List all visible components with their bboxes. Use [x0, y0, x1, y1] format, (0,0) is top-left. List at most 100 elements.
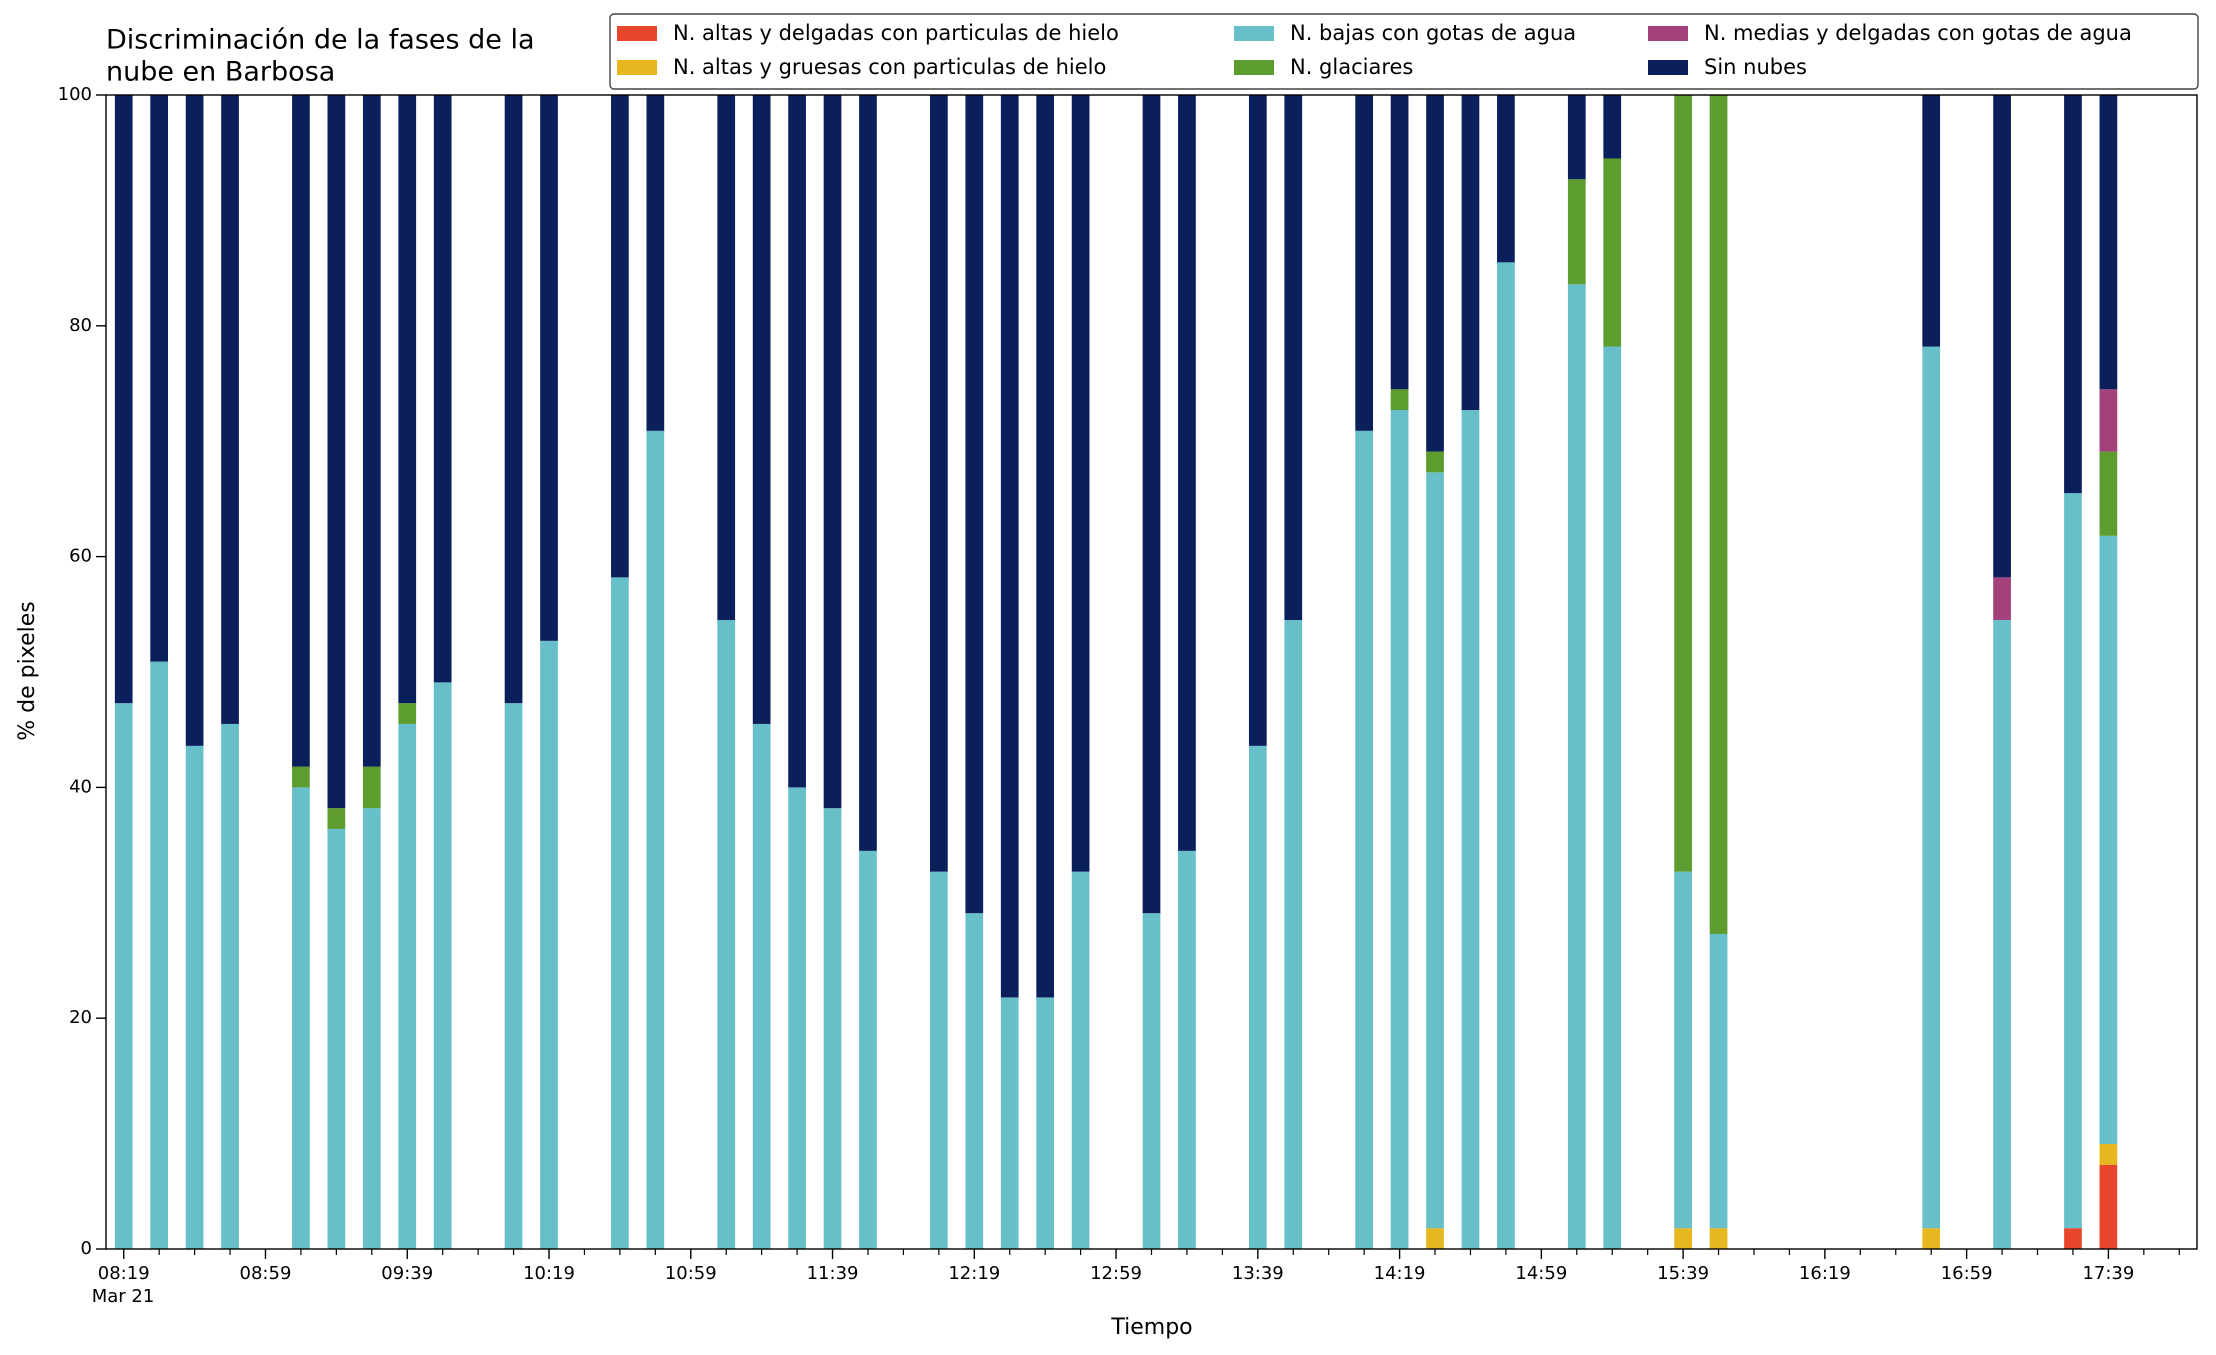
bar-segment	[1603, 95, 1622, 159]
bar-segment	[362, 766, 381, 809]
bar-segment	[398, 703, 417, 724]
bar-segment	[859, 95, 877, 851]
bar-segment	[1922, 95, 1941, 347]
bar-segment	[114, 95, 133, 704]
bar-segment	[823, 95, 842, 809]
bar-segment	[1000, 997, 1019, 1249]
bar-segment	[1461, 410, 1480, 1249]
bar-segment	[398, 95, 417, 704]
bar-segment	[646, 95, 665, 431]
bar-segment	[362, 808, 381, 1249]
bar-segment	[1390, 95, 1409, 390]
bar-segment	[1355, 430, 1374, 1250]
x-tick-label: 12:59	[1090, 1263, 1142, 1284]
bar-segment	[185, 95, 204, 746]
legend-swatch	[1648, 60, 1688, 75]
x-axis-label: Tiempo	[1110, 1315, 1192, 1340]
bar-segment	[1071, 871, 1090, 1249]
bar-segment	[1426, 95, 1444, 452]
bar-segment	[504, 703, 523, 1249]
bar-segment	[1567, 284, 1586, 1250]
bar-segment	[1284, 620, 1303, 1249]
bar-segment	[1142, 913, 1161, 1249]
bar-segment	[788, 787, 806, 1249]
bar-segment	[859, 850, 877, 1249]
bar-segment	[1390, 389, 1409, 411]
bar-segment	[1674, 95, 1692, 872]
bar-segment	[1922, 346, 1941, 1229]
bar-segment	[1036, 997, 1055, 1249]
bar-segment	[398, 723, 417, 1249]
bar-segment	[717, 620, 736, 1249]
bar-segment	[2064, 493, 2082, 1229]
bar-segment	[1922, 1228, 1941, 1249]
legend-swatch	[617, 60, 657, 75]
bar-segment	[327, 95, 346, 809]
bar-segment	[1142, 95, 1161, 914]
bar-segment	[1036, 95, 1055, 998]
legend-swatch	[1648, 26, 1688, 41]
y-tick-label: 100	[58, 84, 92, 105]
bar-segment	[1000, 95, 1019, 998]
x-tick-label: 14:59	[1515, 1263, 1567, 1284]
x-tick-label: 09:39	[381, 1263, 433, 1284]
bar-segment	[1497, 262, 1515, 1250]
bar-segment	[1426, 451, 1444, 473]
bar-segment	[1993, 577, 2011, 621]
bar-segment	[114, 703, 133, 1249]
bar-segment	[1674, 1228, 1692, 1249]
bar-segment	[2064, 95, 2082, 494]
x-tick-label: 17:39	[2082, 1263, 2134, 1284]
bar-segment	[646, 430, 665, 1250]
bar-segment	[1709, 1228, 1728, 1249]
bar-segment	[1390, 410, 1409, 1249]
legend-label: N. altas y delgadas con particulas de hi…	[673, 21, 1119, 45]
legend-label: N. altas y gruesas con particulas de hie…	[673, 55, 1106, 79]
bar-segment	[2099, 1143, 2118, 1165]
x-tick-label: 08:19	[98, 1263, 150, 1284]
bar-segment	[1248, 745, 1267, 1249]
bar-segment	[221, 723, 239, 1249]
legend-swatch	[617, 26, 657, 41]
bar-segment	[2099, 535, 2118, 1144]
bar-segment	[965, 913, 984, 1249]
bar-segment	[1178, 95, 1196, 851]
bar-segment	[1709, 933, 1728, 1229]
bar-segment	[433, 95, 452, 683]
x-tick-label: 10:19	[523, 1263, 575, 1284]
chart-title: nube en Barbosa	[106, 57, 335, 88]
bar-segment	[1567, 179, 1586, 285]
x-tick-label: 16:19	[1799, 1263, 1851, 1284]
bar-segment	[1674, 871, 1692, 1229]
bar-segment	[1461, 95, 1480, 411]
bar-segment	[1426, 1228, 1444, 1249]
legend-label: N. bajas con gotas de agua	[1290, 21, 1576, 45]
x-tick-label: 11:39	[807, 1263, 859, 1284]
bar-segment	[221, 95, 239, 724]
x-date-label: Mar 21	[92, 1286, 155, 1307]
bar-segment	[823, 808, 842, 1249]
plot-frame	[105, 94, 2198, 1250]
x-tick-label: 10:59	[665, 1263, 717, 1284]
bar-segment	[433, 682, 452, 1249]
bar-segment	[1071, 95, 1090, 872]
bar-segment	[752, 723, 771, 1249]
x-tick-label: 14:19	[1374, 1263, 1426, 1284]
bar-segment	[504, 95, 523, 704]
bar-segment	[150, 95, 169, 662]
y-axis-label: % de pixeles	[15, 601, 40, 740]
legend-swatch	[1234, 26, 1274, 41]
bar-segment	[1355, 95, 1374, 431]
bar-segment	[327, 808, 346, 829]
y-tick-label: 80	[69, 315, 92, 336]
legend-box	[609, 13, 2199, 90]
bar-segment	[1603, 346, 1622, 1249]
bar-segment	[1284, 95, 1303, 621]
bar-segment	[2064, 1228, 2082, 1249]
legend-label: N. glaciares	[1290, 55, 1413, 79]
legend-label: Sin nubes	[1704, 55, 1807, 79]
bar-segment	[717, 95, 736, 621]
bar-segment	[1178, 850, 1196, 1249]
bar-segment	[150, 661, 169, 1249]
